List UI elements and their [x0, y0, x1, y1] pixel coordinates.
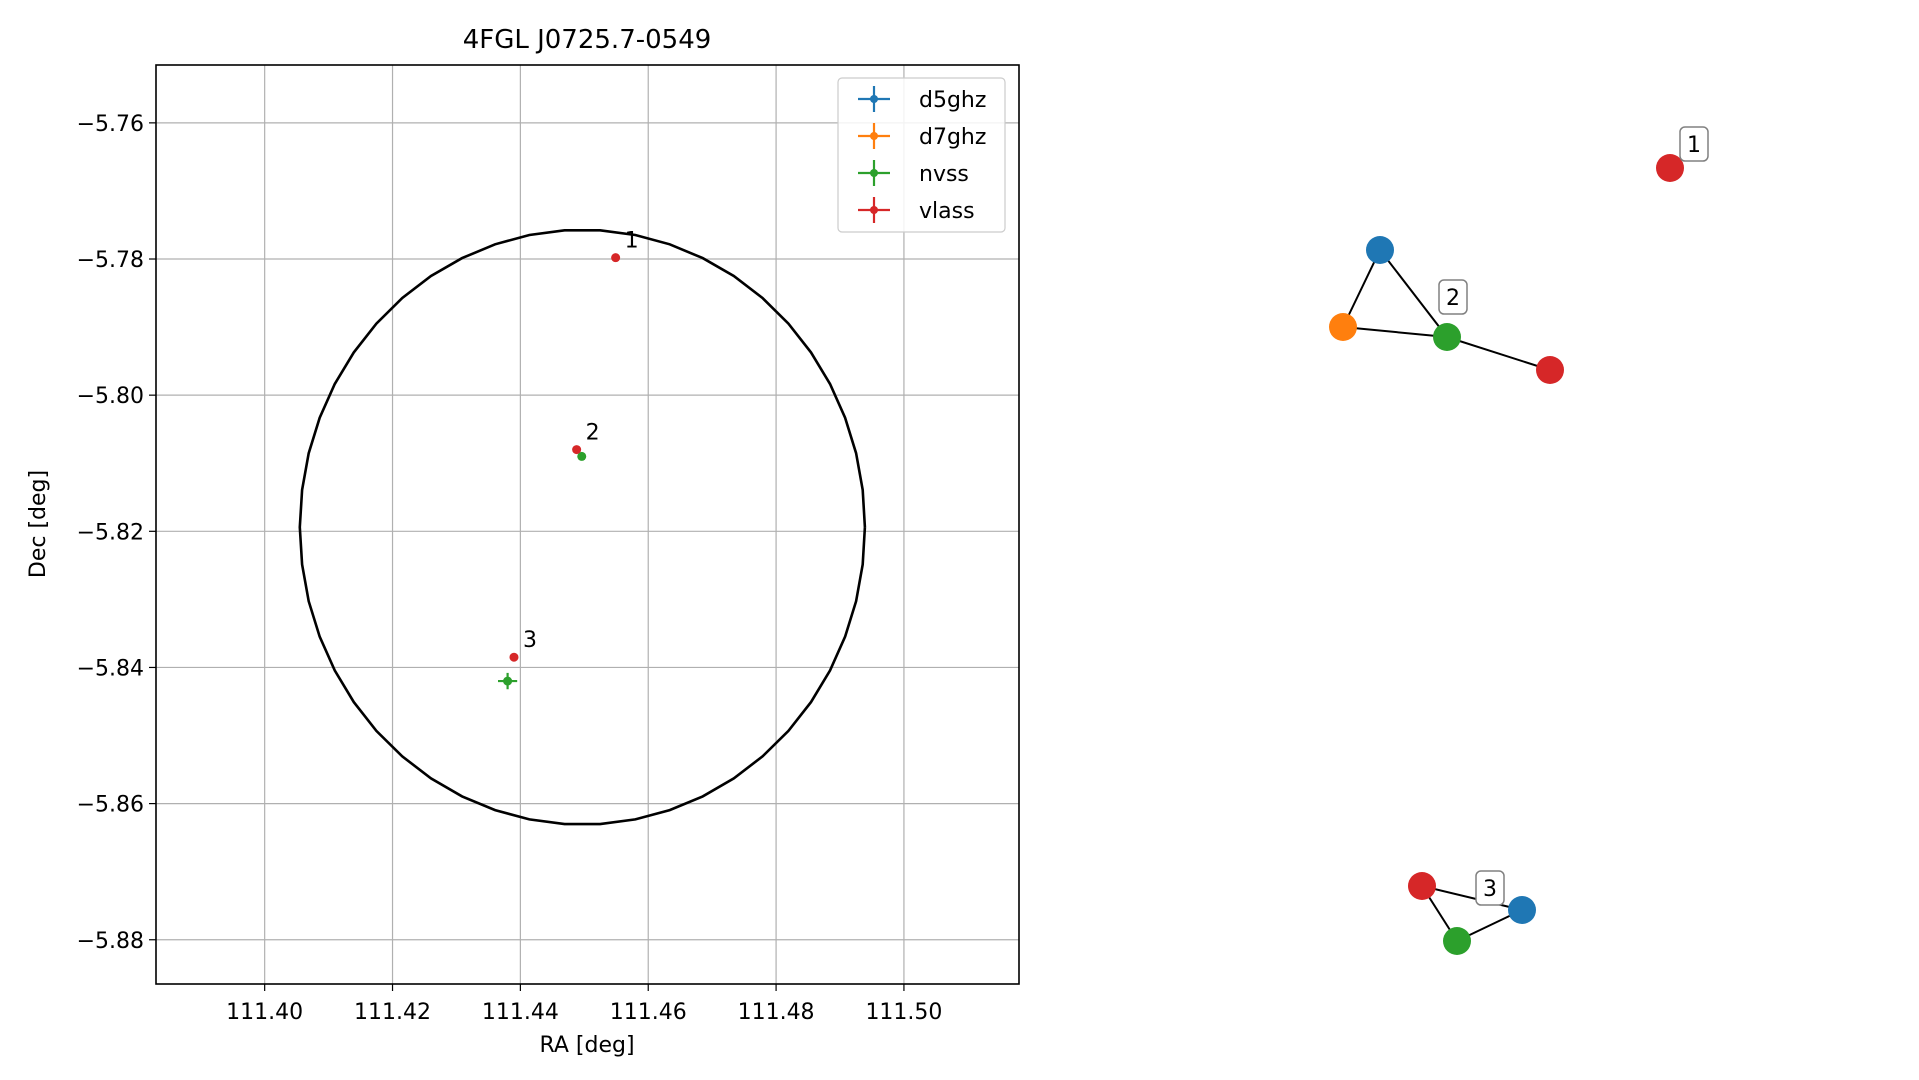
- y-tick-label: −5.86: [77, 793, 144, 818]
- point-nvss: [498, 672, 518, 690]
- point-annotation: 3: [523, 628, 537, 653]
- x-axis-label: RA [deg]: [539, 1033, 634, 1058]
- point-vlass: [509, 652, 519, 662]
- x-tick-label: 111.42: [354, 1000, 431, 1025]
- network-edge: [1342, 326, 1448, 338]
- network-node-d5ghz: [1508, 896, 1536, 924]
- point-annotation: 1: [625, 229, 639, 254]
- legend-item-d7ghz: d7ghz: [858, 123, 986, 150]
- x-tick-label: 111.46: [610, 1000, 687, 1025]
- x-tick-label: 111.50: [865, 1000, 942, 1025]
- network-label: 2: [1438, 279, 1468, 315]
- y-tick-label: −5.82: [77, 520, 144, 545]
- data-points: 1 2 3: [498, 229, 639, 690]
- point-marker: [611, 253, 621, 263]
- legend: d5ghz d7ghz nvss vlass: [837, 77, 1006, 233]
- y-axis-label: Dec [deg]: [26, 470, 51, 578]
- network-edge: [1342, 249, 1381, 328]
- network-label-text: 3: [1483, 877, 1497, 902]
- legend-marker-dot: [870, 206, 878, 214]
- network-node-vlass: [1536, 356, 1564, 384]
- network-edge: [1379, 249, 1448, 338]
- network-label-box: [1438, 279, 1468, 315]
- network-node-vlass: [1408, 872, 1436, 900]
- legend-item-vlass: vlass: [858, 197, 975, 224]
- y-tick-label: −5.76: [77, 112, 144, 137]
- legend-marker-dot: [870, 169, 878, 177]
- point-vlass: [572, 445, 582, 455]
- x-tick-label: 111.44: [482, 1000, 559, 1025]
- network-node-nvss: [1433, 323, 1461, 351]
- network-labels: 1 2 3: [1438, 126, 1709, 906]
- legend-frame: [837, 77, 1006, 233]
- network-node-d7ghz: [1329, 313, 1357, 341]
- grid: [156, 65, 1019, 984]
- y-tick-label: −5.88: [77, 929, 144, 954]
- y-axis-ticks: −5.76 −5.78 −5.80 −5.82 −5.84 −5.86 −5.88: [77, 112, 156, 954]
- x-axis-ticks: 111.40 111.42 111.44 111.46 111.48 111.50: [226, 984, 942, 1025]
- x-tick-label: 111.48: [738, 1000, 815, 1025]
- x-tick-label: 111.40: [226, 1000, 303, 1025]
- network-node-d5ghz: [1366, 236, 1394, 264]
- point-marker: [577, 451, 587, 461]
- network-label-box: [1679, 126, 1709, 162]
- point-marker: [509, 652, 519, 662]
- legend-item-d5ghz: d5ghz: [858, 86, 986, 113]
- legend-label: nvss: [919, 162, 969, 187]
- axes-frame: [155, 64, 1020, 985]
- point-vlass: [611, 253, 621, 263]
- error-ellipse: [298, 229, 867, 826]
- point-nvss: [577, 451, 587, 461]
- legend-marker-dot: [870, 132, 878, 140]
- legend-label: vlass: [919, 199, 975, 224]
- network-edge: [1421, 885, 1523, 911]
- network-label: 1: [1679, 126, 1709, 162]
- network-label-text: 2: [1446, 286, 1460, 311]
- network-label-text: 1: [1687, 133, 1701, 158]
- legend-label: d5ghz: [919, 88, 986, 113]
- legend-item-nvss: nvss: [858, 160, 969, 187]
- network-node-nvss: [1443, 927, 1471, 955]
- y-tick-label: −5.78: [77, 248, 144, 273]
- legend-marker-dot: [870, 95, 878, 103]
- legend-label: d7ghz: [919, 125, 986, 150]
- network-graph: 1 2 3: [1329, 126, 1709, 955]
- network-node-vlass: [1656, 154, 1684, 182]
- y-tick-label: −5.84: [77, 656, 144, 681]
- network-label: 3: [1475, 870, 1505, 906]
- network-label-box: [1475, 870, 1505, 906]
- error-ellipse-path: [298, 229, 867, 826]
- y-tick-label: −5.80: [77, 384, 144, 409]
- network-nodes: [1329, 154, 1684, 955]
- network-edge: [1446, 336, 1551, 371]
- chart-title: 4FGL J0725.7-0549: [463, 25, 712, 55]
- point-annotation: 2: [586, 421, 600, 446]
- point-marker: [572, 445, 582, 455]
- point-marker: [503, 676, 513, 686]
